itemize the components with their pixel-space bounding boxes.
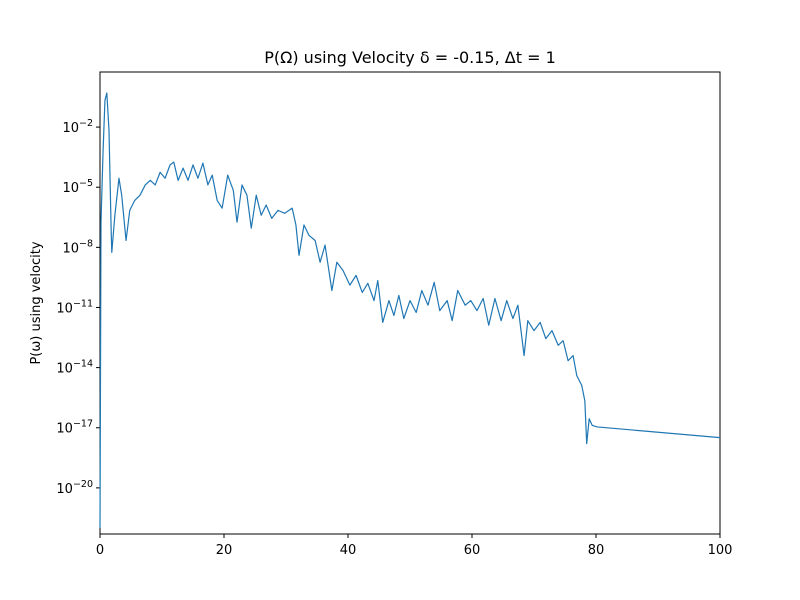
x-tick-label: 0 — [96, 543, 104, 558]
y-tick-label: 10−17 — [56, 419, 93, 437]
x-tick-label: 40 — [340, 543, 357, 558]
y-axis-label: P(ω) using velocity — [29, 241, 44, 364]
x-tick-label: 20 — [216, 543, 233, 558]
data-line — [99, 92, 721, 528]
y-tick-label: 10−20 — [56, 479, 93, 497]
y-tick-label: 10−14 — [56, 359, 93, 377]
x-tick-label: 80 — [588, 543, 605, 558]
y-tick-label: 10−11 — [56, 298, 93, 316]
x-tick-label: 60 — [464, 543, 481, 558]
plot-frame — [99, 71, 721, 535]
y-tick-label: 10−8 — [62, 238, 93, 256]
y-tick-label: 10−5 — [62, 178, 93, 196]
y-tick-label: 10−2 — [62, 118, 93, 136]
chart-title: P(Ω) using Velocity δ = -0.15, Δt = 1 — [264, 48, 556, 67]
x-tick-label: 100 — [708, 543, 733, 558]
